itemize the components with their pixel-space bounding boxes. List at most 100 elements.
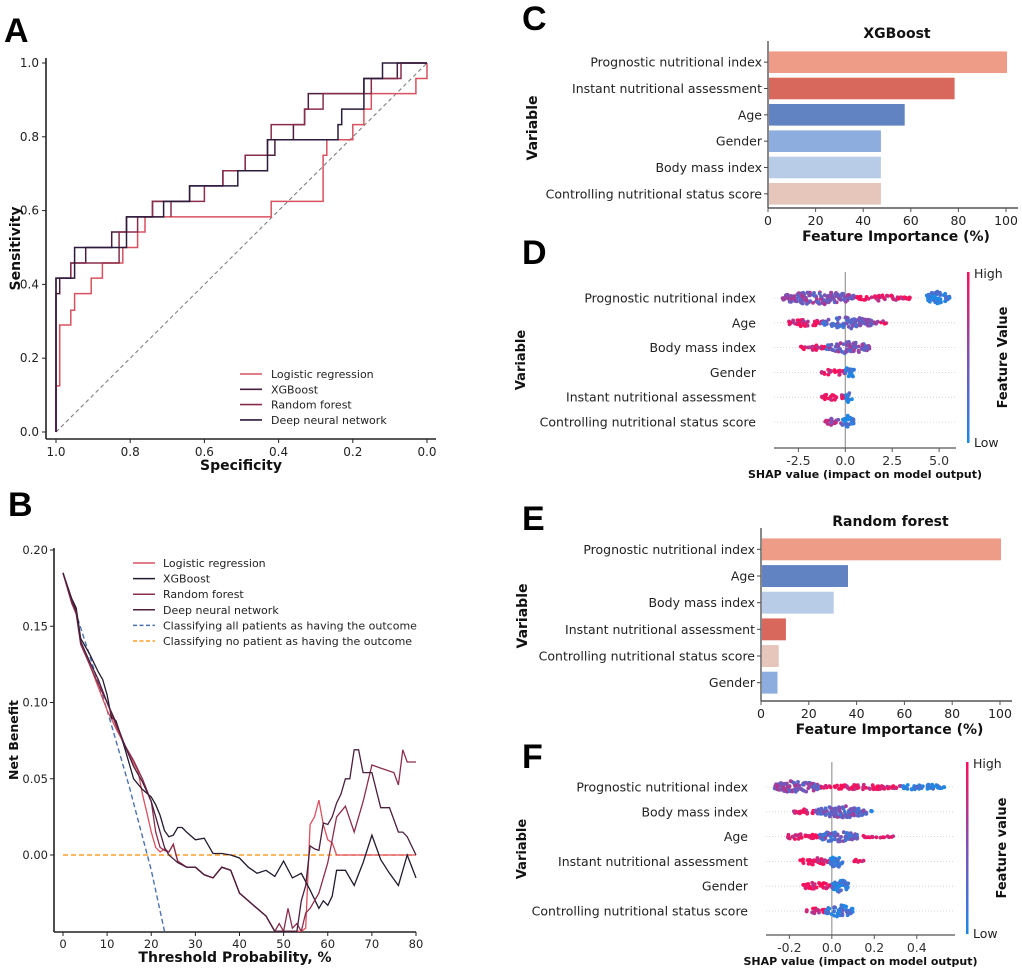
shap-point [844,315,849,320]
shap-point [836,343,841,348]
shap-point [822,858,827,863]
shap-point [805,323,810,328]
shap-point [791,296,796,301]
variable-label: Controlling nutritional status score [540,415,757,430]
shap-point [873,294,877,298]
colorbar-high-label: High [974,266,1003,281]
shap-point [796,837,801,841]
y-tick-label: 0.05 [22,772,48,786]
shap-point [804,298,809,303]
shap-point [776,787,781,792]
shap-point [926,782,931,787]
shap-point [848,807,853,812]
shap-point [781,785,786,790]
variable-label: Controlling nutritional status score [546,186,763,201]
shap-point [821,320,825,325]
colorbar [967,272,970,443]
shap-point [874,835,879,840]
beeswarm-row [780,289,952,307]
shap-point [854,783,859,788]
net-benefit-line-classifying-all-patients-as-having-the-outcome [62,572,166,932]
colorbar-title: Feature Value [996,306,1011,408]
colorbar-title: Feature value [995,797,1010,898]
shap-point [829,839,834,843]
chance-diagonal-line [55,62,428,433]
x-tick-label: 80 [409,937,424,951]
shap-point [851,812,856,816]
x-tick-label: 80 [950,213,966,228]
x-tick-label: 20 [808,213,824,228]
variable-label: Age [732,315,756,330]
shap-point [842,323,847,327]
variable-label: Gender [709,675,756,690]
shap-point [850,368,855,372]
shap-point [819,806,824,811]
shap-point [857,316,862,320]
variable-label: Gender [702,879,749,894]
importance-bar [769,77,955,100]
shap-point [845,910,850,915]
x-tick-label: 20 [144,937,159,951]
importance-bar [762,671,778,694]
shap-point [823,886,828,890]
shap-point [805,811,810,815]
shap-point [808,293,812,297]
shap-point [823,806,828,811]
x-tick-label: 0.0 [835,453,855,468]
shap-point [861,808,865,813]
shap-point [857,350,861,354]
shap-point [827,814,832,819]
beeswarm-row [787,315,889,331]
shap-point [827,906,832,911]
shap-point [834,395,839,400]
shap-point [829,417,834,421]
legend-label: XGBoost [163,573,211,586]
shap-point [844,831,849,835]
shap-point [842,903,846,908]
variable-label: Age [731,569,755,584]
shap-point [826,343,830,348]
shap-point [811,301,815,305]
legend-label: Classifying no patient as having the out… [163,635,412,648]
shap-point [820,862,825,866]
shap-point [861,787,865,792]
shap-point [891,297,896,302]
shap-point [824,418,828,423]
shap-point [810,344,815,349]
shap-point [839,888,843,893]
importance-bar [762,565,848,587]
shap-point [833,370,837,374]
shap-point [847,815,852,820]
shap-point [823,813,828,817]
shap-point [891,784,896,788]
x-tick-label: 70 [365,937,380,951]
net-benefit-line-xgboost [62,572,417,910]
shap-point [810,910,814,915]
shap-point [885,834,890,839]
shap-point [834,294,839,299]
shap-point [837,373,842,377]
panel-letter-c: C [522,0,547,38]
x-tick-label: 20 [801,706,817,721]
chart-title: XGBoost [863,26,931,42]
shap-point [844,804,848,809]
y-tick-label: 0.10 [22,696,48,710]
shap-point [867,786,871,791]
shap-point [846,393,851,398]
xgboost-shap-chart: Prognostic nutritional index Age Body mass… [514,266,1011,481]
shap-point [823,783,828,788]
shap-point [829,912,834,916]
shap-point [839,783,844,788]
shap-point [802,347,806,352]
x-tick-label: 10 [100,937,115,951]
shap-point [902,295,907,300]
beeswarm-row [819,366,856,379]
panel-letter-f: F [522,738,543,776]
shap-point [812,293,816,298]
shap-point [844,813,848,818]
shap-point [792,780,796,785]
random-forest-importance-chart: Random forest Prognostic nutritional inde… [515,514,1012,738]
shap-point [811,788,816,793]
shap-point [819,294,823,299]
shap-point [828,861,833,865]
